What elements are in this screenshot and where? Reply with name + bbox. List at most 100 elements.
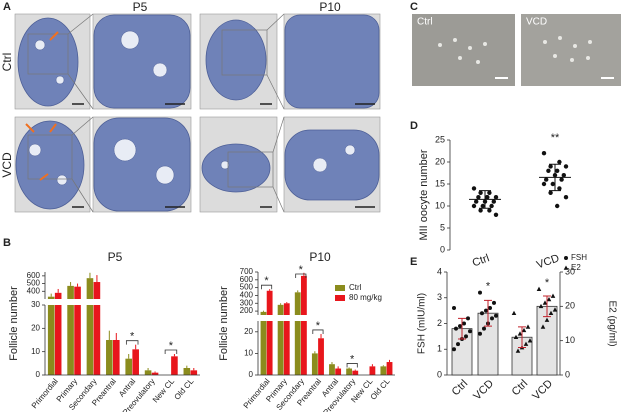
data-point bbox=[488, 306, 492, 311]
error-bar bbox=[484, 299, 492, 327]
significance: * bbox=[545, 277, 550, 289]
y-tick-label: 0 bbox=[36, 370, 41, 379]
bar bbox=[294, 292, 301, 375]
data-point bbox=[454, 326, 458, 331]
bar bbox=[106, 340, 113, 375]
data-point bbox=[525, 324, 531, 329]
data-point bbox=[458, 324, 462, 329]
bar bbox=[311, 353, 318, 375]
image-label: Ctrl bbox=[417, 17, 433, 28]
data-point bbox=[491, 199, 496, 204]
chart-title: P5 bbox=[108, 250, 123, 264]
significance: * bbox=[264, 275, 269, 287]
data-point bbox=[521, 327, 527, 333]
legend-marker bbox=[563, 265, 569, 270]
y-tick-label: 5 bbox=[440, 222, 445, 232]
data-point bbox=[542, 300, 548, 305]
y-tick-label: 30 bbox=[31, 300, 40, 309]
data-point bbox=[555, 168, 560, 173]
data-point bbox=[489, 203, 494, 209]
x-tick-label: Old CL bbox=[173, 376, 196, 401]
x-tick-label: VCD bbox=[535, 252, 561, 271]
error-bar bbox=[458, 317, 466, 340]
y-tick-label: 10 bbox=[244, 349, 253, 358]
data-point bbox=[511, 310, 517, 315]
data-point bbox=[546, 168, 551, 173]
legend-label: FSH bbox=[571, 253, 587, 262]
y-tick-label: 2 bbox=[437, 318, 442, 328]
y-tick-label: 20 bbox=[31, 323, 40, 332]
y-axis-label: FSH (mIU/ml) bbox=[417, 293, 428, 354]
bar bbox=[277, 304, 284, 375]
micrographs: P5 P10 Ctrl VCD bbox=[0, 0, 381, 213]
y-tick-label: 400 bbox=[240, 291, 254, 300]
legend-label: E2 bbox=[571, 263, 581, 272]
y2-tick-label: 30 bbox=[565, 266, 575, 276]
data-point bbox=[482, 326, 486, 331]
y-tick-label: 4 bbox=[437, 266, 442, 276]
significance-bracket bbox=[312, 329, 324, 334]
panel-label: D bbox=[410, 120, 418, 132]
bar bbox=[335, 368, 342, 375]
data-point bbox=[513, 334, 519, 340]
data-point bbox=[493, 195, 499, 200]
column-header: P10 bbox=[319, 0, 341, 14]
data-point bbox=[563, 164, 569, 169]
y-tick-label: 700 bbox=[240, 267, 254, 276]
y-axis-label: MII oocyte number bbox=[418, 149, 430, 240]
data-point bbox=[468, 329, 472, 334]
panel-label: C bbox=[410, 1, 418, 13]
data-point bbox=[544, 317, 550, 322]
y-tick-label: 25 bbox=[435, 134, 445, 144]
legend-label: 80 mg/kg bbox=[349, 293, 382, 302]
bar bbox=[54, 292, 62, 375]
data-point bbox=[536, 286, 542, 291]
y2-axis-label: E2 (pg/ml) bbox=[606, 300, 617, 346]
data-point bbox=[517, 331, 523, 336]
significance-bracket bbox=[164, 349, 178, 354]
panel-label: A bbox=[3, 1, 11, 13]
x-tick-label: Old CL bbox=[369, 376, 392, 401]
significance-bracket bbox=[346, 363, 358, 368]
data-point bbox=[471, 203, 477, 209]
data-point bbox=[548, 190, 553, 195]
data-point bbox=[527, 338, 533, 343]
bar bbox=[86, 278, 94, 375]
data-point bbox=[452, 347, 456, 352]
data-point bbox=[555, 203, 560, 209]
bar bbox=[190, 370, 198, 375]
data-point bbox=[478, 331, 482, 336]
data-point bbox=[540, 324, 546, 329]
bar bbox=[380, 366, 387, 375]
x-tick-label: VCD bbox=[530, 378, 555, 403]
data-point bbox=[544, 177, 549, 182]
bar bbox=[132, 349, 139, 375]
y-tick-label: 10 bbox=[435, 200, 445, 210]
data-point bbox=[494, 313, 498, 318]
bar bbox=[125, 358, 132, 375]
y-tick-label: 600 bbox=[240, 275, 254, 284]
y-axis-label: Follicle number bbox=[218, 286, 230, 361]
panel-label: B bbox=[3, 237, 11, 249]
bar bbox=[266, 290, 273, 375]
row-header: VCD bbox=[0, 152, 14, 178]
data-point bbox=[487, 190, 492, 195]
axis-break bbox=[254, 315, 395, 321]
y2-tick-label: 20 bbox=[565, 301, 575, 311]
error-bar bbox=[549, 163, 561, 192]
y-axis-label: Follicle number bbox=[8, 286, 20, 361]
data-point bbox=[478, 190, 483, 195]
oocyte-images: Ctrl VCD bbox=[412, 14, 621, 86]
x-tick-label: Primordial bbox=[30, 377, 60, 411]
data-point bbox=[464, 334, 468, 339]
bar bbox=[144, 370, 152, 375]
bar bbox=[47, 296, 55, 375]
legend-swatch bbox=[335, 285, 345, 291]
data-point bbox=[492, 300, 496, 305]
y-tick-label: 0 bbox=[440, 244, 445, 254]
data-point bbox=[550, 293, 556, 298]
y-tick-label: 300 bbox=[240, 298, 254, 307]
bar bbox=[318, 338, 324, 375]
data-point bbox=[456, 342, 460, 347]
bar bbox=[171, 356, 178, 375]
